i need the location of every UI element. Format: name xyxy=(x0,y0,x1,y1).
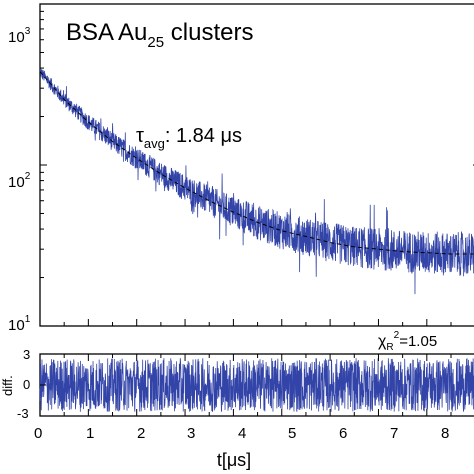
decay-fit-line xyxy=(39,71,474,255)
x-tick-label-4: 4 xyxy=(238,425,246,442)
decay-noise-path xyxy=(39,68,474,295)
x-tick-label-3: 3 xyxy=(187,425,195,442)
decay-axis-ticks xyxy=(39,3,474,327)
x-tick-label-2: 2 xyxy=(137,425,145,442)
x-tick-label-1: 1 xyxy=(86,425,94,442)
decay-plot-frame xyxy=(39,3,474,327)
y-tick-label-1000: 103 xyxy=(8,26,31,46)
x-tick-label-5: 5 xyxy=(288,425,296,442)
resid-y-tick-3: 3 xyxy=(23,347,30,362)
x-tick-label-7: 7 xyxy=(390,425,398,442)
residual-y-label: diff. xyxy=(0,375,15,396)
residual-axis-ticks xyxy=(39,353,452,417)
tau-avg-annotation: τavg: 1.84 μs xyxy=(136,125,242,151)
decay-noisy-trace xyxy=(39,68,474,295)
x-axis-label: t[μs] xyxy=(217,450,251,470)
decay-y-tick-labels: 103 102 101 xyxy=(8,26,31,334)
resid-y-tick-0: 0 xyxy=(23,377,30,392)
x-tick-label-6: 6 xyxy=(339,425,347,442)
resid-y-tick-neg3: -3 xyxy=(17,406,29,421)
residual-y-tick-labels: 3 0 -3 xyxy=(17,347,30,421)
chi-squared-label: χR2=1.05 xyxy=(378,330,437,353)
y-tick-label-100: 102 xyxy=(8,171,31,191)
chart-title: BSA Au25 clusters xyxy=(66,19,253,51)
residual-noise-path xyxy=(39,358,474,412)
residual-trace xyxy=(39,358,474,412)
x-tick-label-0: 0 xyxy=(34,425,42,442)
y-tick-label-10: 101 xyxy=(8,314,31,334)
x-tick-labels: 0 1 2 3 4 5 6 7 8 xyxy=(34,425,449,442)
x-tick-label-8: 8 xyxy=(441,425,449,442)
